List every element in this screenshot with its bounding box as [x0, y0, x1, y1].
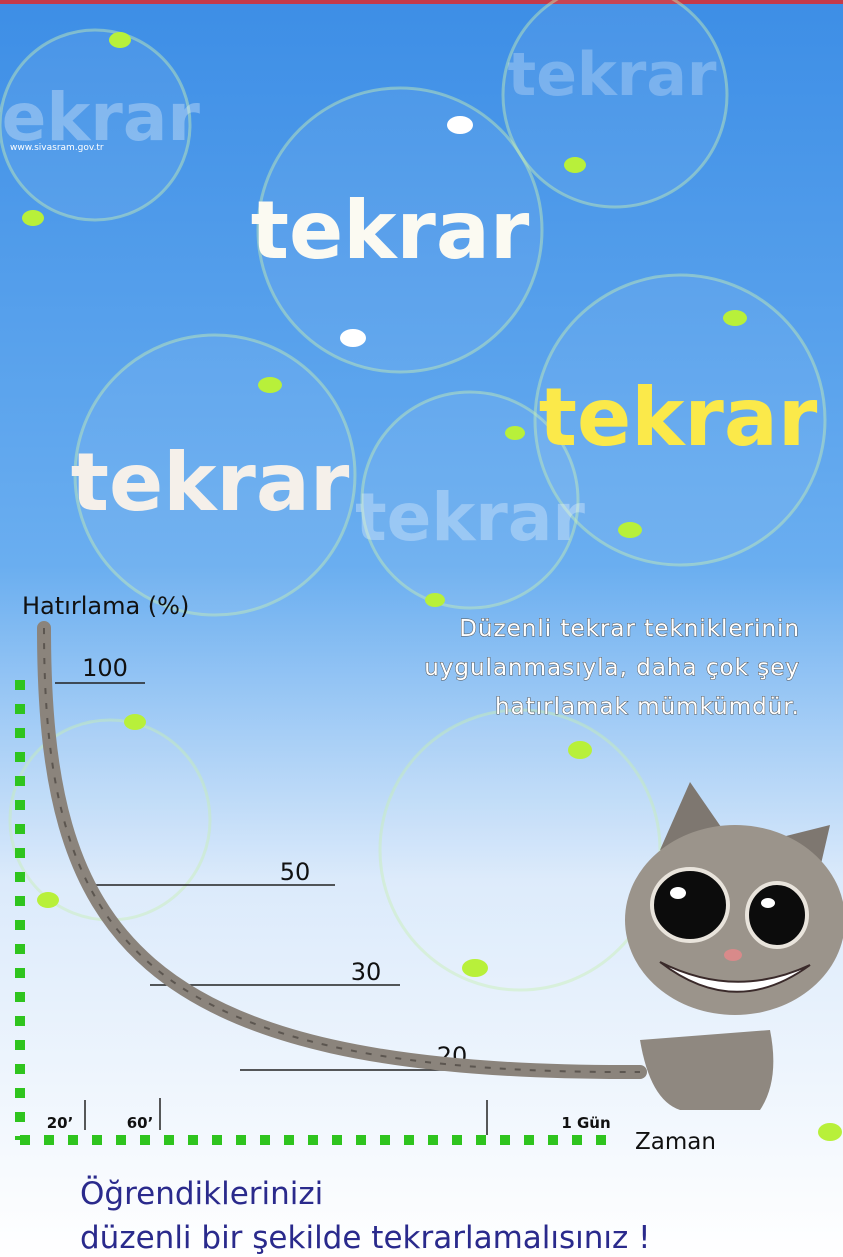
- cat-part: [652, 869, 728, 941]
- time-label: 1 Gün: [561, 1114, 610, 1132]
- bubbles-part: [505, 426, 525, 440]
- cat-part: [747, 883, 807, 947]
- bubbles-part: [22, 210, 44, 226]
- bubbles-part: [568, 741, 592, 759]
- level-label: 100: [82, 654, 128, 682]
- note-line: Düzenli tekrar tekniklerinin: [459, 616, 800, 642]
- bubbles-part: [10, 720, 210, 920]
- bubbles-part: [340, 329, 366, 347]
- cat-part: [670, 887, 686, 899]
- word-faded: tekrar: [355, 479, 585, 556]
- bubbles-part: [618, 522, 642, 538]
- word-faded: tekrar: [508, 40, 717, 110]
- time-label: 60’: [127, 1114, 154, 1132]
- cat-part: [724, 949, 742, 961]
- x-axis-label: Zaman: [635, 1129, 716, 1155]
- bubbles-part: [380, 710, 660, 990]
- time-label: 20’: [47, 1114, 74, 1132]
- bubbles-part: [447, 116, 473, 134]
- level-label: 50: [280, 858, 311, 886]
- bubbles-part: [124, 714, 146, 730]
- bubbles-part: [564, 157, 586, 173]
- word-white: tekrar: [251, 184, 530, 277]
- bubbles-part: [258, 377, 282, 393]
- footer-line: düzenli bir şekilde tekrarlamalısınız !: [80, 1220, 651, 1256]
- cat-part: [761, 898, 775, 908]
- level-label: 30: [351, 958, 382, 986]
- bubbles-part: [462, 959, 488, 977]
- word-faded: tekrar: [0, 79, 200, 156]
- bubbles-part: [109, 32, 131, 48]
- note-line: hatırlamak mümkümdür.: [495, 694, 800, 720]
- footer-line: Öğrendiklerinizi: [80, 1175, 323, 1212]
- word-yellow: tekrar: [539, 371, 818, 464]
- bubbles-part: [425, 593, 445, 607]
- bubbles-part: [818, 1123, 842, 1141]
- top-border: [0, 0, 843, 4]
- word-white: tekrar: [71, 436, 350, 529]
- bubbles-part: [37, 892, 59, 908]
- y-axis-label: Hatırlama (%): [22, 592, 189, 620]
- bubbles-part: [723, 310, 747, 326]
- note-line: uygulanmasıyla, daha çok şey: [424, 655, 800, 681]
- poster: www.sivasram.gov.tr tekrar tekrar tekrar…: [0, 0, 843, 1257]
